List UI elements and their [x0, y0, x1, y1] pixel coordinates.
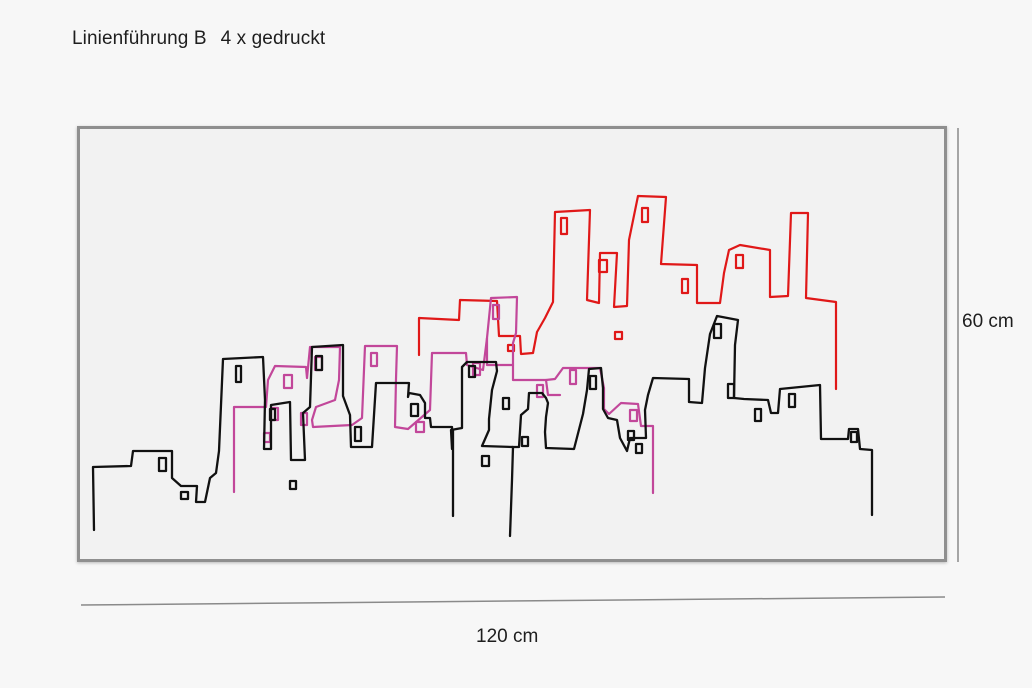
width-dimension-label: 120 cm	[476, 626, 539, 647]
title-main: Linienführung B	[72, 28, 207, 49]
height-dimension-label: 60 cm	[962, 311, 1014, 332]
title-detail: 4 x gedruckt	[220, 28, 326, 49]
canvas-frame	[77, 126, 947, 562]
page-title: Linienführung B 4 x gedruckt	[72, 28, 325, 50]
